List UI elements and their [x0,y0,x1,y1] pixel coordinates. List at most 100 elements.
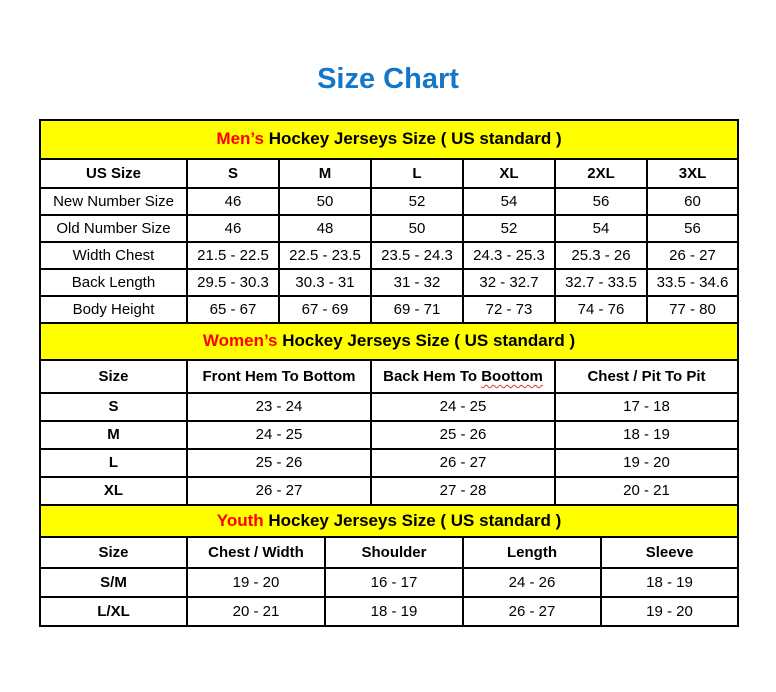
col-header: Sleeve [599,535,740,569]
size-value-cell: 60 [645,186,740,216]
youth-section-highlight: Youth [216,510,264,530]
row-label: XL [39,475,188,506]
size-value-cell: 56 [554,186,648,216]
size-value-cell: 32.7 - 33.5 [554,267,648,297]
row-label: S [39,391,188,422]
table-row: Width Chest 21.5 - 22.5 22.5 - 23.5 23.5… [39,240,740,270]
size-value-cell: 24.3 - 25.3 [462,240,556,270]
size-value-cell: 21.5 - 22.5 [186,240,280,270]
size-value-cell: 18 - 19 [553,419,740,450]
size-value-cell: 32 - 32.7 [462,267,556,297]
size-value-cell: 17 - 18 [553,391,740,422]
size-value-cell: 50 [370,213,464,243]
size-value-cell: 25 - 26 [186,447,372,478]
table-row: Back Length 29.5 - 30.3 30.3 - 31 31 - 3… [39,267,740,297]
size-value-cell: 20 - 21 [186,595,326,627]
youth-column-header-row: Size Chest / Width Shoulder Length Sleev… [39,535,740,569]
size-value-cell: 20 - 21 [553,475,740,506]
table-row: M 24 - 25 25 - 26 18 - 19 [39,419,740,450]
mens-column-header-row: US Size S M L XL 2XL 3XL [39,157,740,189]
row-label: L [39,447,188,478]
col-header-back-hem: Back Hem To Boottom [370,358,556,394]
size-value-cell: 19 - 20 [553,447,740,478]
mens-section-header: Men’s Hockey Jerseys Size ( US standard … [38,118,740,160]
size-value-cell: 26 - 27 [370,447,556,478]
row-label: S/M [39,566,188,598]
size-value-cell: 18 - 19 [599,566,740,598]
size-value-cell: 27 - 28 [370,475,556,506]
size-value-cell: 65 - 67 [186,294,280,324]
table-row: S 23 - 24 24 - 25 17 - 18 [39,391,740,422]
size-chart-tables: Men’s Hockey Jerseys Size ( US standard … [38,118,740,627]
col-header: S [186,157,280,189]
mens-section-title-rest: Hockey Jerseys Size ( US standard ) [263,129,562,149]
size-value-cell: 30.3 - 31 [278,267,372,297]
size-value-cell: 25.3 - 26 [554,240,648,270]
size-value-cell: 18 - 19 [324,595,464,627]
size-value-cell: 74 - 76 [554,294,648,324]
table-row: Old Number Size 46 48 50 52 54 56 [39,213,740,243]
size-value-cell: 23 - 24 [186,391,372,422]
size-value-cell: 16 - 17 [324,566,464,598]
size-value-cell: 33.5 - 34.6 [645,267,740,297]
table-row: L 25 - 26 26 - 27 19 - 20 [39,447,740,478]
col-header: XL [462,157,556,189]
col-header: Length [462,535,602,569]
row-label: Old Number Size [39,213,188,243]
youth-section-header-row: Youth Hockey Jerseys Size ( US standard … [38,503,740,538]
mens-size-table: Men’s Hockey Jerseys Size ( US standard … [38,118,740,324]
size-value-cell: 24 - 25 [370,391,556,422]
table-row: S/M 19 - 20 16 - 17 24 - 26 18 - 19 [39,566,740,598]
table-row: Body Height 65 - 67 67 - 69 69 - 71 72 -… [39,294,740,324]
size-value-cell: 77 - 80 [645,294,740,324]
col-header: 3XL [645,157,740,189]
size-value-cell: 46 [186,186,280,216]
size-value-cell: 46 [186,213,280,243]
size-value-cell: 26 - 27 [462,595,602,627]
size-value-cell: 22.5 - 23.5 [278,240,372,270]
size-value-cell: 26 - 27 [645,240,740,270]
row-label: Width Chest [39,240,188,270]
col-header: Size [39,535,188,569]
size-value-cell: 54 [554,213,648,243]
youth-section-header: Youth Hockey Jerseys Size ( US standard … [38,503,740,538]
row-label: Body Height [39,294,188,324]
size-value-cell: 24 - 26 [462,566,602,598]
table-row: L/XL 20 - 21 18 - 19 26 - 27 19 - 20 [39,595,740,627]
row-label: New Number Size [39,186,188,216]
size-value-cell: 54 [462,186,556,216]
col-header: Front Hem To Bottom [186,358,372,394]
col-header: 2XL [554,157,648,189]
col-header: Shoulder [324,535,464,569]
size-value-cell: 25 - 26 [370,419,556,450]
row-label: L/XL [39,595,188,627]
womens-size-table: Women’s Hockey Jerseys Size ( US standar… [38,321,740,506]
row-label: M [39,419,188,450]
size-value-cell: 48 [278,213,372,243]
col-header: L [370,157,464,189]
col-header: US Size [39,157,188,189]
size-value-cell: 72 - 73 [462,294,556,324]
size-value-cell: 23.5 - 24.3 [370,240,464,270]
page-title: Size Chart [317,63,459,95]
size-value-cell: 24 - 25 [186,419,372,450]
col-header: Size [39,358,188,394]
row-label: Back Length [39,267,188,297]
size-value-cell: 31 - 32 [370,267,464,297]
womens-column-header-row: Size Front Hem To Bottom Back Hem To Boo… [39,358,740,394]
size-value-cell: 19 - 20 [186,566,326,598]
womens-section-highlight: Women’s [202,331,278,351]
col-header: Chest / Pit To Pit [553,358,740,394]
back-hem-label-misspelled: Boottom [481,367,543,385]
size-value-cell: 19 - 20 [599,595,740,627]
womens-section-header-row: Women’s Hockey Jerseys Size ( US standar… [38,321,740,361]
womens-section-title-rest: Hockey Jerseys Size ( US standard ) [277,331,576,351]
table-row: New Number Size 46 50 52 54 56 60 [39,186,740,216]
size-value-cell: 29.5 - 30.3 [186,267,280,297]
col-header: M [278,157,372,189]
size-value-cell: 52 [462,213,556,243]
size-value-cell: 56 [645,213,740,243]
youth-section-title-rest: Hockey Jerseys Size ( US standard ) [263,510,562,530]
size-value-cell: 67 - 69 [278,294,372,324]
mens-section-header-row: Men’s Hockey Jerseys Size ( US standard … [38,118,740,160]
